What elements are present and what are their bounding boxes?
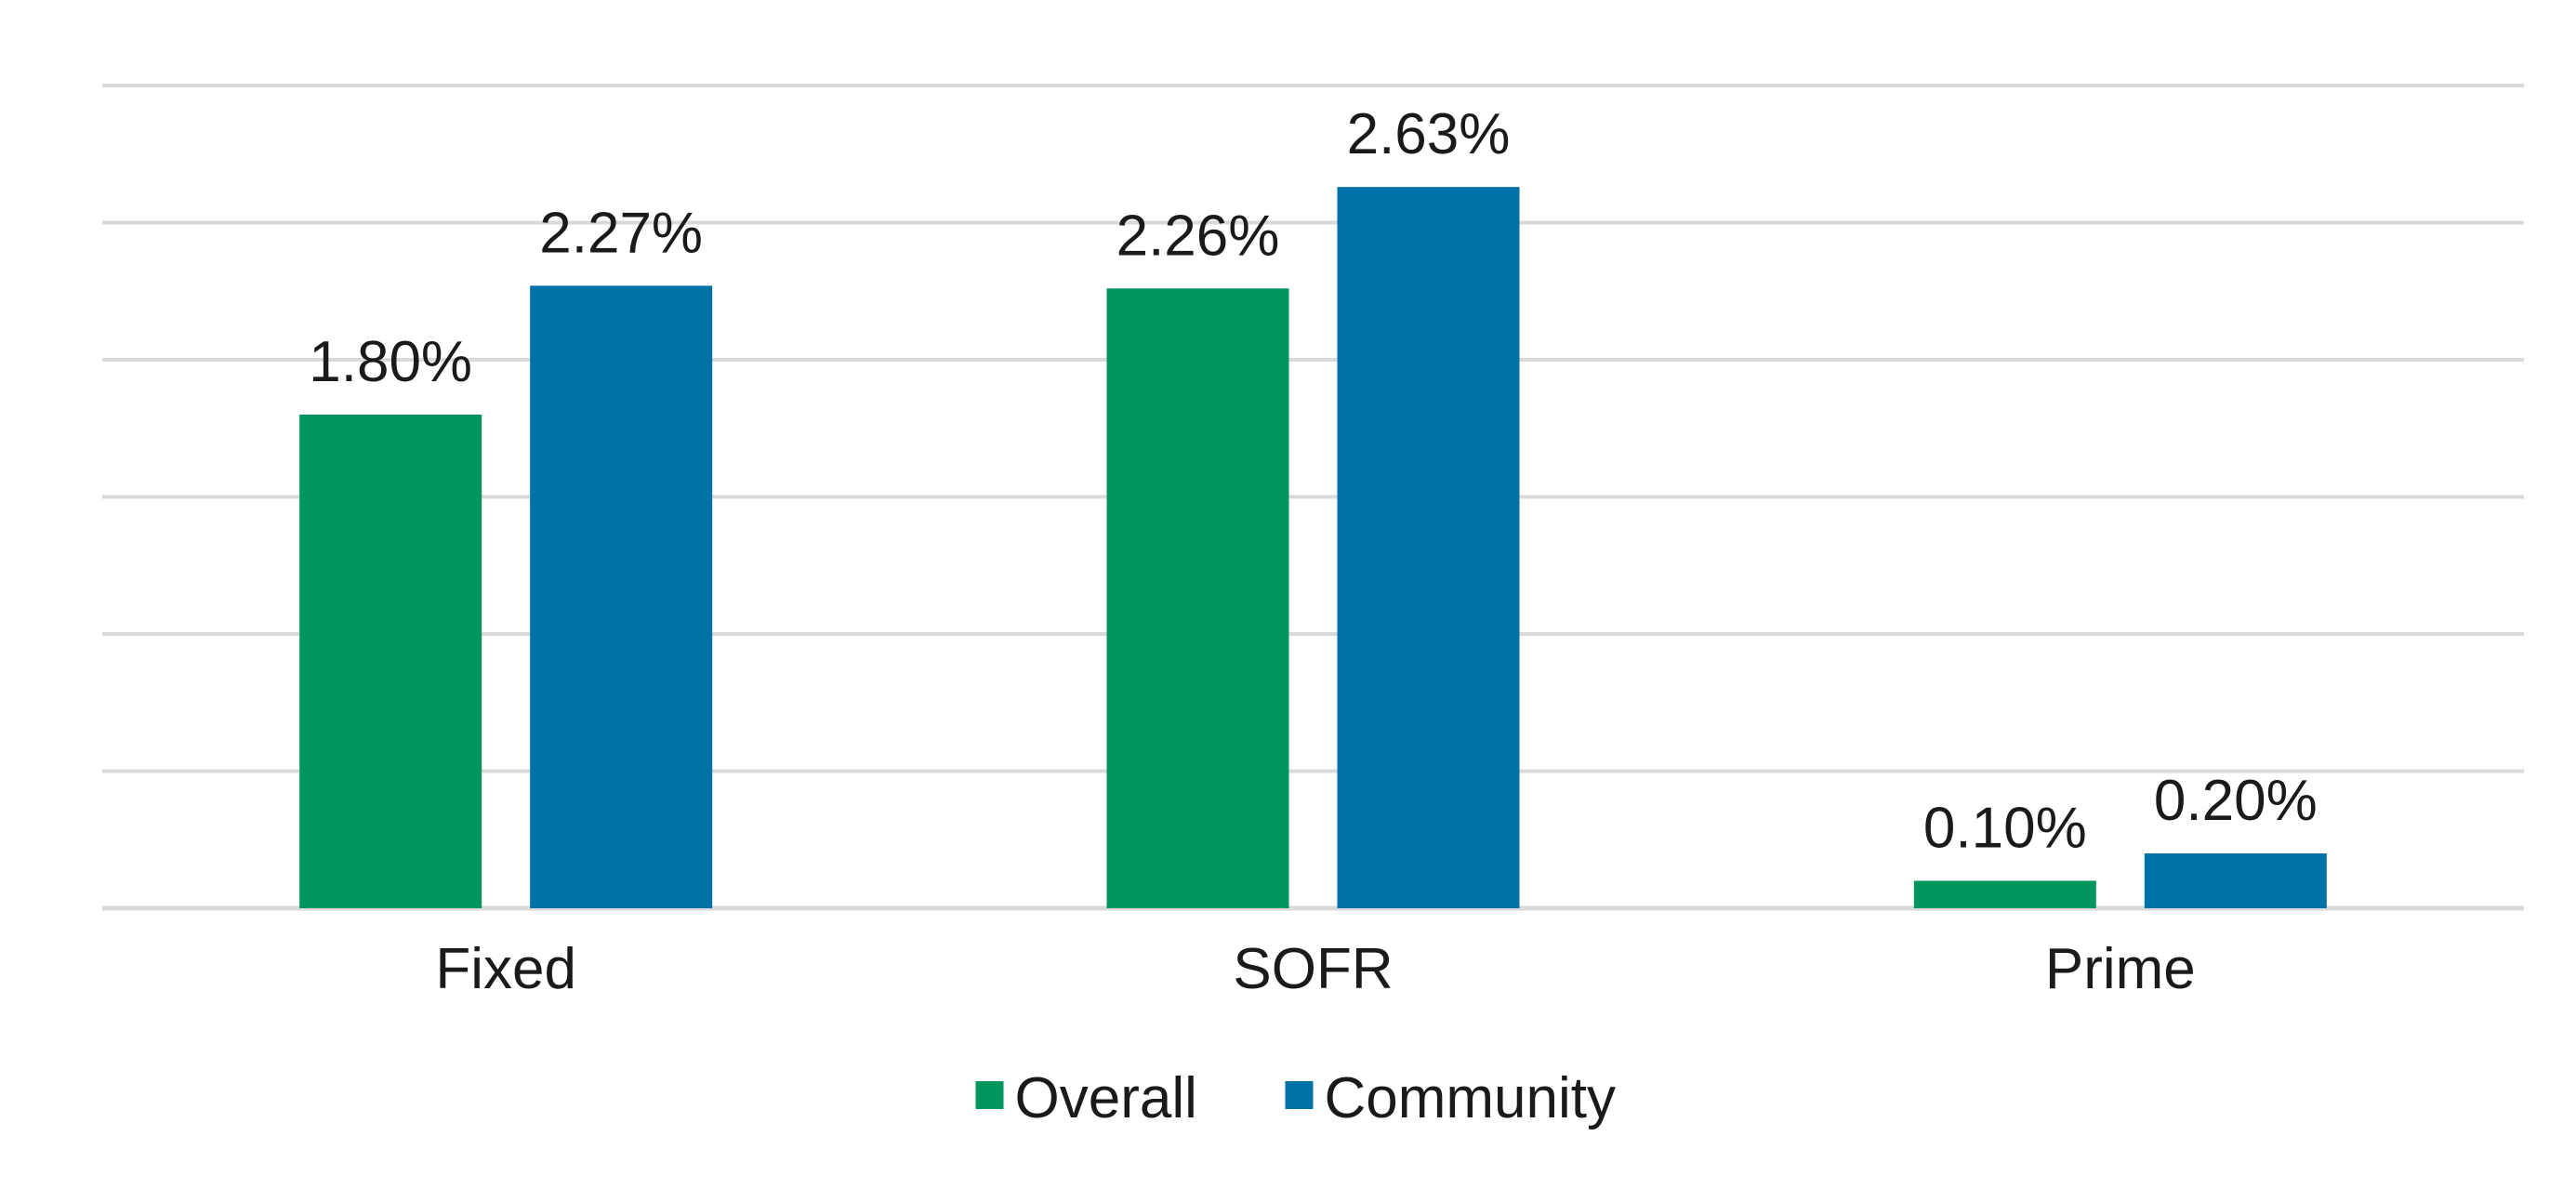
legend: Overall Community xyxy=(975,1066,1617,1130)
data-label-overall-fixed: 1.80% xyxy=(309,330,472,394)
data-label-community-sofr: 2.63% xyxy=(1347,102,1511,166)
bar-overall-prime xyxy=(1913,880,2096,908)
bar-community-prime xyxy=(2144,853,2327,908)
x-axis-tick-labels: Fixed SOFR Prime xyxy=(435,937,2195,1001)
legend-label-community: Community xyxy=(1325,1066,1617,1130)
legend-label-overall: Overall xyxy=(1015,1066,1197,1130)
data-label-community-prime: 0.20% xyxy=(2154,769,2318,833)
data-label-community-fixed: 2.27% xyxy=(539,201,703,265)
bar-community-fixed xyxy=(530,285,713,909)
data-label-overall-sofr: 2.26% xyxy=(1116,204,1280,268)
bar-community-sofr xyxy=(1337,187,1520,908)
bar-overall-sofr xyxy=(1106,288,1289,908)
legend-swatch-overall xyxy=(975,1081,1004,1109)
data-labels: 1.80% 2.27% 2.26% 2.63% 0.10% 0.20% xyxy=(309,102,2317,860)
data-label-overall-prime: 0.10% xyxy=(1923,797,2087,861)
x-tick-label-fixed: Fixed xyxy=(435,937,576,1001)
legend-swatch-community xyxy=(1285,1081,1314,1109)
x-tick-label-sofr: SOFR xyxy=(1233,937,1393,1001)
bar-overall-fixed xyxy=(299,415,482,908)
x-tick-label-prime: Prime xyxy=(2045,937,2196,1001)
gridlines xyxy=(102,84,2524,911)
bars xyxy=(299,187,2327,909)
